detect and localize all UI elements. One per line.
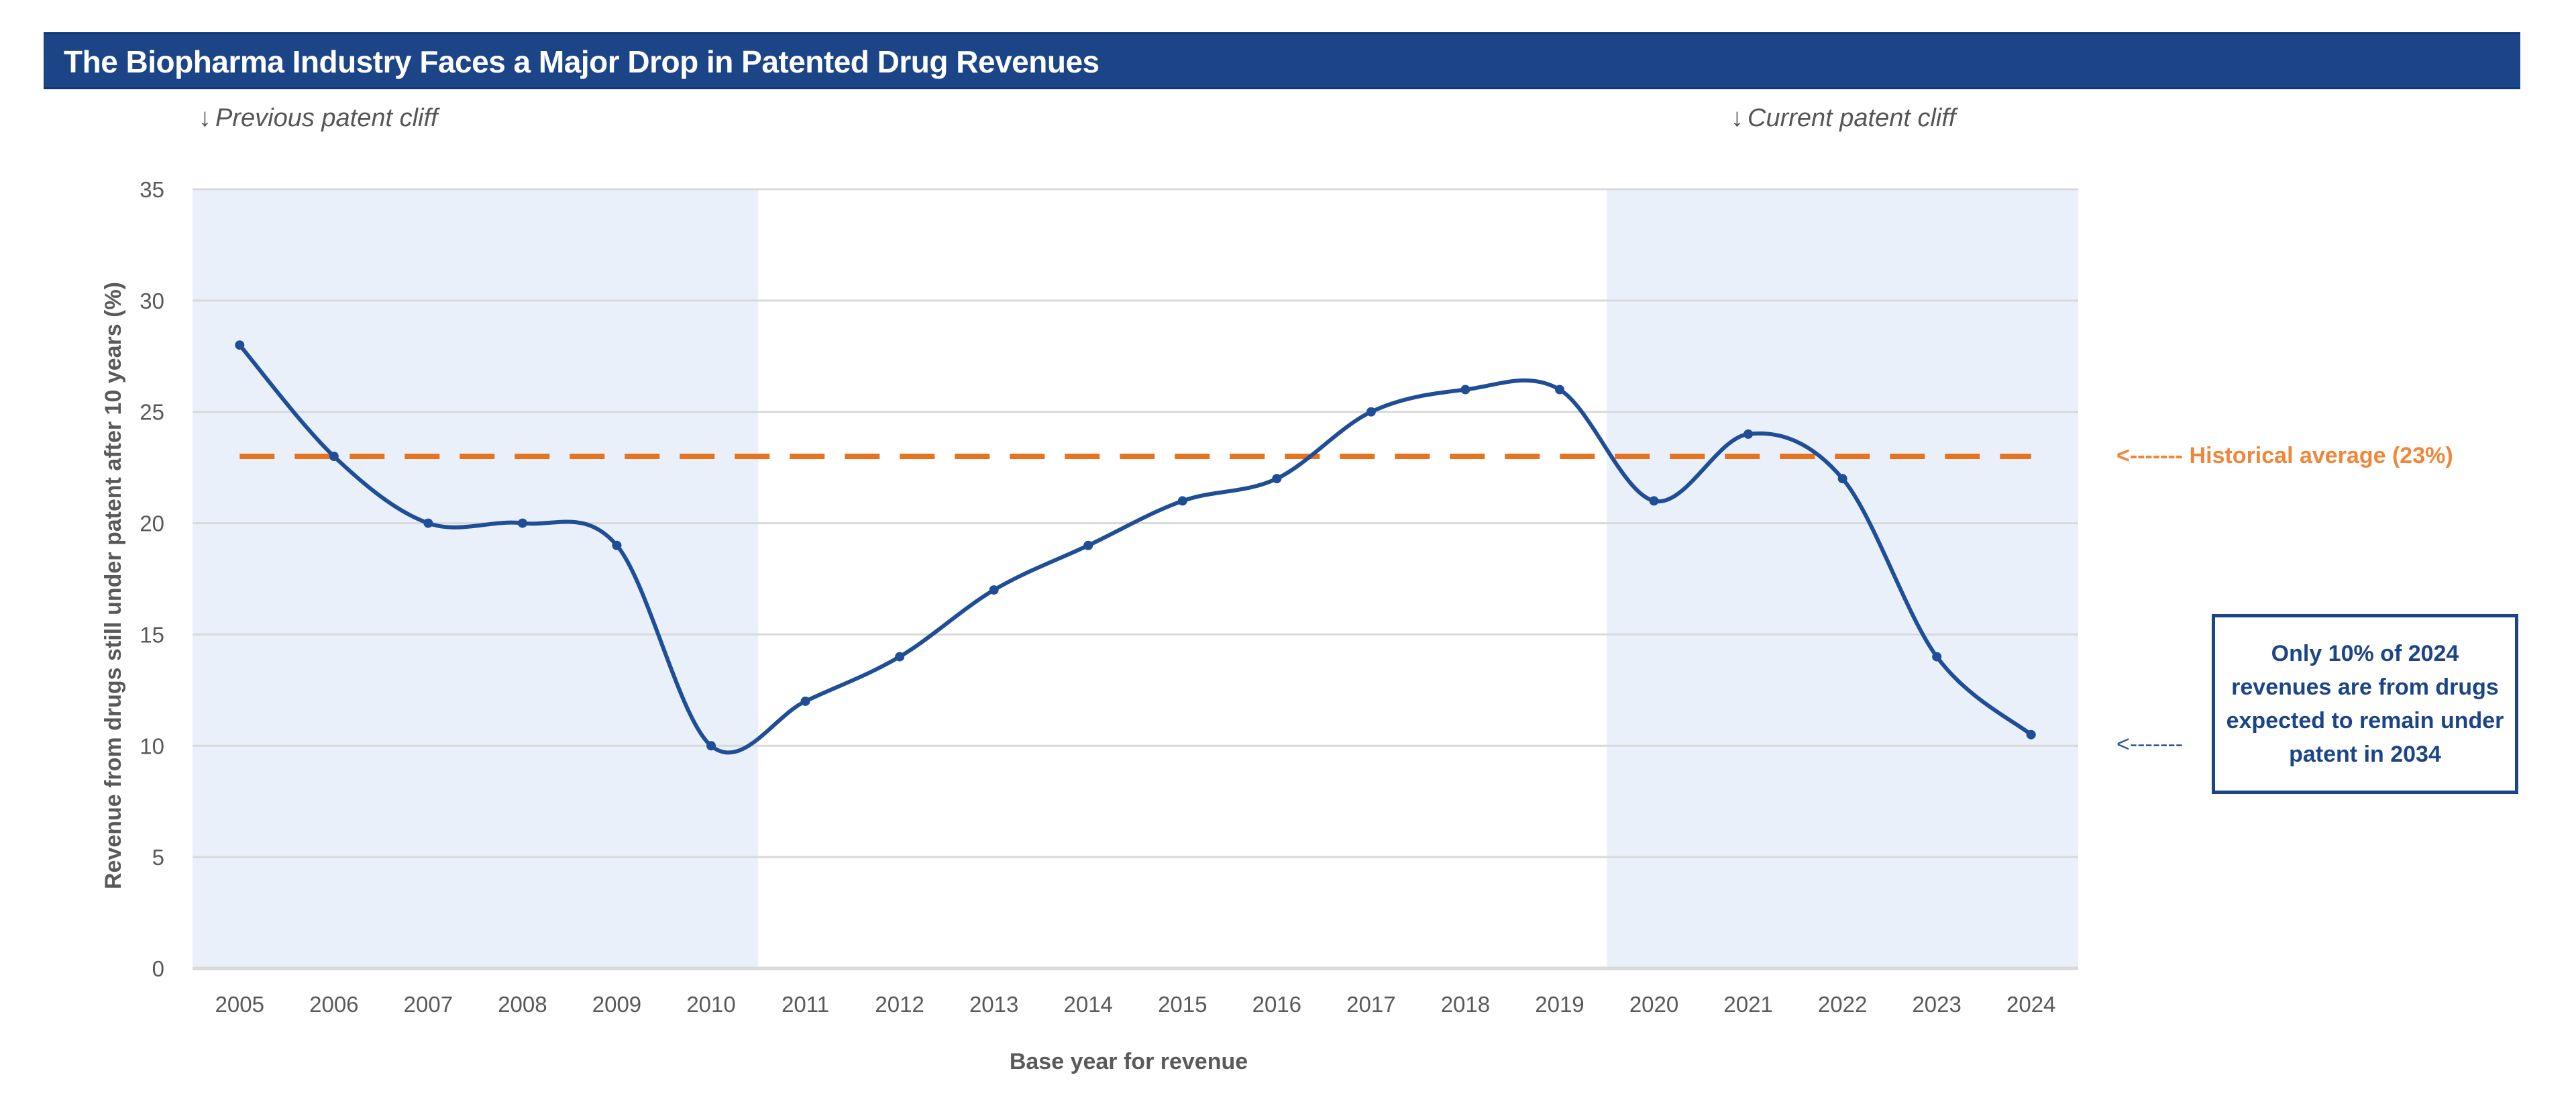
data-point: [1083, 540, 1093, 550]
data-point: [989, 585, 999, 595]
y-tick-label: 0: [152, 956, 164, 981]
data-point: [1460, 385, 1470, 395]
data-point: [423, 518, 433, 528]
historical-average-text: Historical average (23%): [2189, 443, 2453, 468]
x-tick-label: 2020: [1629, 992, 1678, 1017]
left-arrow-icon: <-------: [2116, 443, 2184, 468]
x-tick-label: 2021: [1723, 992, 1772, 1017]
y-tick-label: 30: [140, 289, 164, 313]
current-cliff-text: Current patent cliff: [1748, 104, 1956, 132]
data-point: [1366, 407, 1376, 417]
y-tick-label: 15: [140, 622, 164, 647]
x-tick-label: 2013: [969, 992, 1018, 1017]
x-tick-label: 2011: [782, 992, 829, 1017]
x-tick-label: 2024: [2006, 992, 2055, 1017]
current-patent-cliff-label: ↓ Current patent cliff: [1731, 104, 1955, 133]
shaded-region: [193, 189, 759, 968]
left-arrow-icon: <-------: [2116, 731, 2184, 757]
previous-patent-cliff-label: ↓ Previous patent cliff: [199, 104, 438, 133]
x-tick-label: 2015: [1158, 992, 1207, 1017]
x-tick-label: 2006: [309, 992, 358, 1017]
data-point: [1932, 652, 1942, 662]
data-point: [1177, 496, 1187, 506]
down-arrow-icon: ↓: [199, 104, 211, 132]
x-tick-label: 2014: [1064, 992, 1113, 1017]
x-tick-label: 2019: [1535, 992, 1584, 1017]
x-tick-labels: 2005 2006 2007 2008 2009 2010 2011 2012 2013 2014…: [215, 992, 2056, 1017]
data-point: [1272, 474, 1282, 484]
data-point: [517, 518, 527, 528]
x-tick-label: 2005: [215, 992, 264, 1017]
title-bar: The Biopharma Industry Faces a Major Dro…: [44, 32, 2520, 89]
y-tick-label: 25: [140, 400, 164, 425]
data-point: [706, 741, 716, 751]
data-point: [2026, 729, 2036, 740]
x-tick-label: 2012: [875, 992, 924, 1017]
x-tick-label: 2009: [592, 992, 641, 1017]
x-tick-label: 2010: [686, 992, 735, 1017]
callout-note-box: Only 10% of 2024 revenues are from drugs…: [2212, 614, 2518, 794]
previous-cliff-text: Previous patent cliff: [215, 104, 438, 132]
x-tick-label: 2018: [1441, 992, 1490, 1017]
historical-average-label: <------- Historical average (23%): [2116, 443, 2453, 469]
y-tick-labels: 0 5 10 15 20 25 30 35: [140, 177, 164, 981]
y-tick-label: 10: [140, 734, 164, 758]
shaded-regions: [193, 189, 2078, 968]
x-tick-label: 2008: [498, 992, 547, 1017]
shaded-region: [1607, 189, 2078, 968]
y-tick-label: 20: [140, 511, 164, 536]
data-point: [1837, 474, 1847, 484]
data-point: [895, 652, 905, 662]
data-point: [1554, 385, 1564, 395]
x-tick-label: 2016: [1252, 992, 1301, 1017]
data-point: [612, 540, 622, 550]
x-tick-label: 2023: [1912, 992, 1961, 1017]
data-point: [329, 452, 339, 462]
data-point: [1743, 429, 1754, 439]
chart-title: The Biopharma Industry Faces a Major Dro…: [64, 44, 1099, 79]
y-axis-title: Revenue from drugs still under patent af…: [101, 282, 126, 889]
series-group: [235, 340, 2036, 755]
x-tick-label: 2022: [1818, 992, 1867, 1017]
data-point: [1649, 496, 1659, 506]
down-arrow-icon: ↓: [1731, 104, 1743, 132]
data-point: [800, 696, 810, 706]
y-tick-label: 35: [140, 177, 164, 202]
data-point: [235, 340, 245, 350]
callout-note-text: Only 10% of 2024 revenues are from drugs…: [2226, 641, 2504, 767]
y-tick-label: 5: [152, 845, 164, 870]
x-axis-title: Base year for revenue: [1010, 1049, 1248, 1074]
x-tick-label: 2017: [1346, 992, 1395, 1017]
x-tick-label: 2007: [404, 992, 453, 1017]
